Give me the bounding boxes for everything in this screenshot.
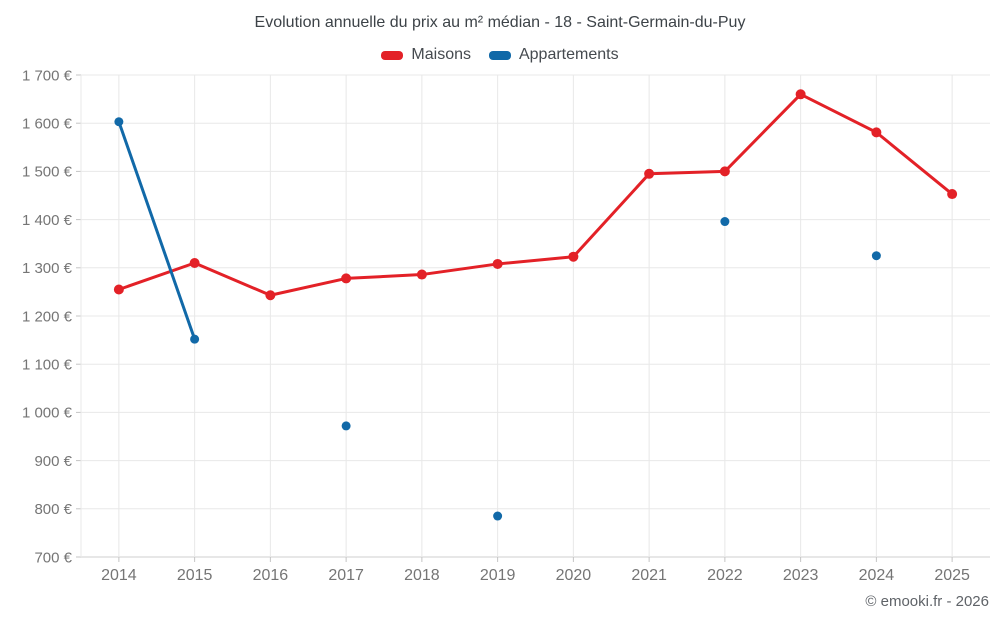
maisons-line-segment xyxy=(571,172,651,259)
maisons-point-2017[interactable] xyxy=(341,273,352,284)
chart-title: Evolution annuelle du prix au m² médian … xyxy=(254,14,746,31)
y-axis-label: 1 000 € xyxy=(22,405,73,422)
x-axis-label: 2018 xyxy=(404,567,440,584)
maisons-point-2023[interactable] xyxy=(795,89,806,100)
x-axis-label: 2017 xyxy=(328,567,364,584)
y-axis-label: 1 200 € xyxy=(22,308,73,325)
y-axis-label: 1 600 € xyxy=(22,115,73,132)
y-axis-label: 1 700 € xyxy=(22,67,73,84)
y-axis-label: 800 € xyxy=(34,501,72,518)
maisons-line-segment xyxy=(193,261,272,297)
y-axis-label: 700 € xyxy=(34,549,72,566)
maisons-line-segment xyxy=(647,169,727,176)
y-axis-label: 1 400 € xyxy=(22,212,73,229)
chart-legend: Maisons Appartements xyxy=(0,46,1000,64)
maisons-point-2024[interactable] xyxy=(871,127,882,138)
appartements-point-2022[interactable] xyxy=(720,217,730,227)
maisons-point-2014[interactable] xyxy=(113,284,124,295)
y-axis-label: 1 500 € xyxy=(22,164,73,181)
legend-label-appartements: Appartements xyxy=(518,46,619,63)
maisons-point-2018[interactable] xyxy=(416,269,427,280)
maisons-line-segment xyxy=(268,276,348,297)
x-axis-label: 2020 xyxy=(556,567,592,584)
maisons-point-2020[interactable] xyxy=(568,251,579,262)
x-axis-label: 2019 xyxy=(480,567,516,584)
maisons-point-2019[interactable] xyxy=(492,258,503,269)
maisons-line-segment xyxy=(799,92,878,134)
appartements-point-2024[interactable] xyxy=(871,251,881,261)
maisons-line-segment xyxy=(723,92,803,173)
maisons-point-2016[interactable] xyxy=(265,290,276,301)
legend-swatch-maisons-icon xyxy=(381,50,404,60)
maisons-point-2021[interactable] xyxy=(644,168,655,179)
legend-label-maisons: Maisons xyxy=(411,46,471,63)
legend-swatch-appartements-icon xyxy=(488,50,511,60)
maisons-line-segment xyxy=(420,262,500,277)
y-axis-label: 1 300 € xyxy=(22,260,73,277)
appartements-point-2017[interactable] xyxy=(341,421,351,431)
legend-item-appartements[interactable]: Appartements xyxy=(488,46,619,64)
y-axis-label: 1 100 € xyxy=(22,356,73,373)
maisons-line-segment xyxy=(874,130,954,196)
appartements-point-2015[interactable] xyxy=(190,334,200,344)
x-axis-label: 2023 xyxy=(783,567,819,584)
maisons-line-segment xyxy=(344,273,424,280)
y-axis-label: 900 € xyxy=(34,453,72,470)
appartements-point-2019[interactable] xyxy=(493,511,503,521)
copyright: © emooki.fr - 2026 xyxy=(865,593,989,610)
maisons-line-segment xyxy=(117,261,197,291)
x-axis-label: 2015 xyxy=(177,567,213,584)
maisons-point-2015[interactable] xyxy=(189,257,200,268)
x-axis-label: 2025 xyxy=(934,567,970,584)
maisons-point-2025[interactable] xyxy=(947,189,958,200)
legend-item-maisons[interactable]: Maisons xyxy=(381,46,471,64)
x-axis-label: 2014 xyxy=(101,567,137,584)
maisons-line-segment xyxy=(496,255,575,266)
appartements-point-2014[interactable] xyxy=(114,117,124,127)
x-axis-label: 2024 xyxy=(859,567,895,584)
maisons-point-2022[interactable] xyxy=(719,166,730,177)
appartements-line-segment xyxy=(117,120,197,341)
x-axis-label: 2016 xyxy=(253,567,289,584)
x-axis-label: 2021 xyxy=(631,567,667,584)
x-axis-label: 2022 xyxy=(707,567,743,584)
